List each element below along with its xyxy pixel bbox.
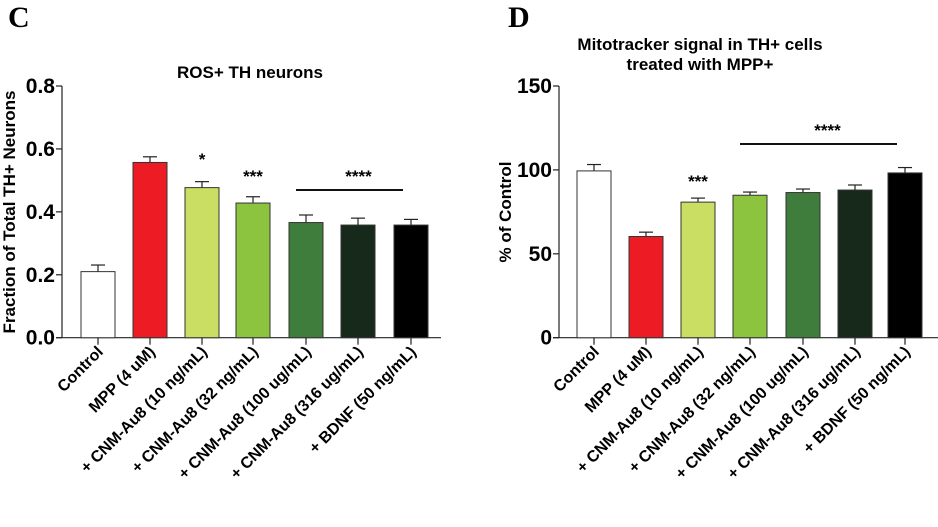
bar (785, 192, 821, 339)
y-tick-label: 0.2 (26, 264, 55, 287)
x-tick-label: Control (551, 344, 603, 396)
x-tick-label: Control (55, 344, 107, 396)
significance-marker: *** (688, 172, 708, 191)
bar (393, 224, 429, 339)
bar (288, 222, 324, 339)
y-tick-label: 100 (517, 159, 552, 182)
bar (132, 161, 168, 339)
bar (340, 224, 376, 339)
y-axis-label: Fraction of Total TH+ Neurons (0, 91, 19, 334)
y-tick-label: 0.0 (26, 327, 55, 350)
y-tick-label: 50 (529, 243, 552, 266)
significance-marker: *** (243, 167, 263, 186)
significance-marker: **** (814, 121, 841, 140)
bar (80, 271, 116, 339)
y-tick-label: 0.8 (26, 75, 56, 98)
y-axis-label: % of Control (496, 161, 515, 262)
x-tick-label: + BDNF (50 ng/mL) (306, 344, 420, 458)
bar (576, 170, 612, 339)
y-tick-label: 0.6 (26, 138, 55, 161)
chart-panel-c: C ROS+ TH neurons Fraction of Total TH+ Ne… (0, 1, 441, 483)
bar (184, 187, 220, 339)
y-tick-label: 150 (517, 75, 552, 98)
chart-panel-d: D Mitotracker signal in TH+ cellstreated … (496, 1, 938, 483)
bar (732, 194, 768, 339)
bar (837, 189, 873, 339)
significance-marker: **** (345, 167, 372, 186)
bar (680, 201, 716, 339)
y-tick-label: 0 (540, 327, 552, 350)
panel-letter: C (8, 1, 30, 34)
significance-marker: * (199, 150, 206, 169)
bar (628, 236, 664, 339)
y-tick-label: 0.4 (26, 201, 56, 224)
chart-title: ROS+ TH neurons (177, 63, 323, 82)
panel-letter: D (508, 1, 530, 34)
bar (887, 172, 923, 339)
chart-title: Mitotracker signal in TH+ cells (577, 35, 822, 54)
bar (235, 202, 271, 339)
chart-title: treated with MPP+ (627, 55, 774, 74)
